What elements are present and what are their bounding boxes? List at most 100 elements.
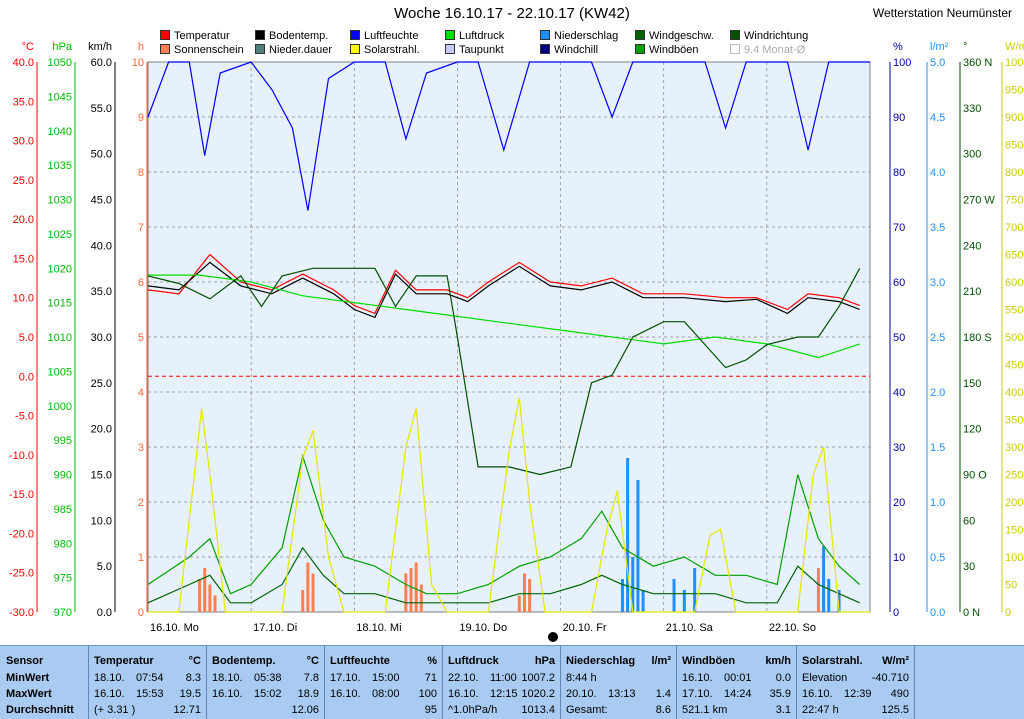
stats-time: 12:15 bbox=[490, 688, 518, 700]
stats-column: Solarstrahl. W/m² Elevation -40.710 16.10. 12… bbox=[796, 646, 915, 719]
tick-label: 5.0 bbox=[19, 332, 34, 344]
tick-label: 55.0 bbox=[91, 103, 112, 115]
x-tick-label: 20.10. Fr bbox=[563, 622, 607, 634]
tick-label: 990 bbox=[54, 470, 72, 482]
stats-date: Gesamt: bbox=[566, 704, 608, 716]
stats-row: ^1.0hPa/h 1013.4 bbox=[448, 703, 555, 718]
stats-row: 17.10. 15:00 71 bbox=[330, 671, 437, 686]
legend-swatch bbox=[730, 30, 740, 40]
stats-time: 15:53 bbox=[136, 688, 164, 700]
tick-label: 150 bbox=[1005, 525, 1023, 537]
legend-label: 9.4 Monat-Ø bbox=[744, 44, 806, 56]
tick-label: 100 bbox=[1005, 552, 1023, 564]
stats-date: Elevation bbox=[802, 672, 848, 684]
legend-label: Windgeschw. bbox=[649, 30, 714, 42]
x-tick-label: 21.10. Sa bbox=[666, 622, 714, 634]
stats-time: 12:39 bbox=[844, 688, 872, 700]
tick-label: 10.0 bbox=[13, 293, 34, 305]
stats-header-unit: hPa bbox=[534, 655, 555, 667]
tick-label: 4.0 bbox=[930, 167, 945, 179]
stats-row: 16.10. 08:00 100 bbox=[330, 687, 437, 702]
legend-swatch bbox=[350, 44, 360, 54]
tick-label: 500 bbox=[1005, 332, 1023, 344]
tick-label: 180 S bbox=[963, 332, 992, 344]
tick-label: 800 bbox=[1005, 167, 1023, 179]
rain-bar bbox=[626, 458, 630, 612]
stats-header: Sensor bbox=[6, 654, 83, 669]
legend-item: Sonnenschein bbox=[160, 44, 244, 57]
stats-header: Niederschlag l/m² bbox=[566, 654, 671, 669]
tick-label: 30.0 bbox=[91, 332, 112, 344]
stats-header-title: Luftfeuchte bbox=[330, 655, 390, 667]
stats-row: 16.10. 12:39 490 bbox=[802, 687, 909, 702]
stats-value: 100 bbox=[418, 688, 437, 700]
tick-label: 995 bbox=[54, 435, 72, 447]
tick-label: 400 bbox=[1005, 387, 1023, 399]
stats-time: 00:01 bbox=[724, 672, 752, 684]
sunshine-bar bbox=[203, 568, 207, 612]
stats-row: 16.10. 15:53 19.5 bbox=[94, 687, 201, 702]
chart-svg: 40.035.030.025.020.015.010.05.00.0-5.0-1… bbox=[9, 41, 1024, 642]
stats-header-title: Niederschlag bbox=[566, 655, 636, 667]
tick-label: 0 bbox=[893, 607, 899, 619]
stats-date: 16.10. bbox=[330, 688, 361, 700]
tick-label: 0.0 bbox=[930, 607, 945, 619]
stats-row: (+ 3.31 ) 12.71 bbox=[94, 703, 201, 718]
tick-label: 550 bbox=[1005, 305, 1023, 317]
tick-label: 90 O bbox=[963, 470, 987, 482]
stats-date: 16.10. bbox=[802, 688, 833, 700]
tick-label: 330 bbox=[963, 103, 981, 115]
tick-label: 4 bbox=[138, 387, 144, 399]
tick-label: 9 bbox=[138, 112, 144, 124]
tick-label: 600 bbox=[1005, 277, 1023, 289]
rain-bar bbox=[636, 480, 640, 612]
legend-swatch bbox=[635, 44, 645, 54]
legend-item: Windchill bbox=[540, 44, 598, 57]
stats-time: 08:00 bbox=[372, 688, 400, 700]
stats-value: 8.3 bbox=[185, 672, 201, 684]
stats-date: 16.10. bbox=[212, 688, 243, 700]
rain-bar bbox=[682, 590, 686, 612]
tick-label: 10.0 bbox=[91, 515, 112, 527]
axis-unit-label: ° bbox=[963, 41, 967, 53]
x-tick-label: 16.10. Mo bbox=[150, 622, 199, 634]
stats-time: 11:00 bbox=[490, 672, 517, 684]
tick-label: 1010 bbox=[48, 332, 72, 344]
stats-value: 0.0 bbox=[775, 672, 791, 684]
tick-label: 20 bbox=[893, 497, 905, 509]
stats-row: 22.10. 11:00 1007.2 bbox=[448, 671, 555, 686]
rain-bar bbox=[822, 546, 826, 612]
legend-label: Sonnenschein bbox=[174, 44, 244, 56]
legend-swatch bbox=[540, 44, 550, 54]
sunshine-bar bbox=[816, 568, 820, 612]
legend-label: Windrichtung bbox=[744, 30, 809, 42]
tick-label: 850 bbox=[1005, 140, 1023, 152]
tick-label: 60.0 bbox=[91, 57, 112, 69]
legend-item: Nieder.dauer bbox=[255, 44, 332, 57]
tick-label: 7 bbox=[138, 222, 144, 234]
rain-bar bbox=[837, 590, 841, 612]
legend-item: Windgeschw. bbox=[635, 30, 714, 43]
stats-header-title: Sensor bbox=[6, 655, 44, 667]
tick-label: 4.5 bbox=[930, 112, 945, 124]
tick-label: 6 bbox=[138, 277, 144, 289]
axis-unit-label: l/m² bbox=[930, 41, 949, 53]
stats-row: 12.06 bbox=[212, 703, 319, 718]
tick-label: 30.0 bbox=[13, 136, 34, 148]
legend-item: Temperatur bbox=[160, 30, 230, 43]
chart-legend: Temperatur Bodentemp. Luftfeuchte Luftdruck… bbox=[160, 30, 880, 60]
stats-date: 18.10. bbox=[212, 672, 243, 684]
legend-item: Taupunkt bbox=[445, 44, 504, 57]
stats-column: Temperatur °C 18.10. 07:54 8.3 16.10. 15:53 19.… bbox=[88, 646, 207, 719]
stats-time: 13:13 bbox=[608, 688, 636, 700]
stats-header-unit: W/m² bbox=[882, 655, 909, 667]
legend-item: Luftdruck bbox=[445, 30, 504, 43]
stats-date: 17.10. bbox=[682, 688, 713, 700]
stats-header: Bodentemp. °C bbox=[212, 654, 319, 669]
tick-label: 0 bbox=[138, 607, 144, 619]
stats-header: Windböen km/h bbox=[682, 654, 791, 669]
legend-label: Luftfeuchte bbox=[364, 30, 419, 42]
stats-value: -40.710 bbox=[871, 672, 909, 684]
tick-label: 5 bbox=[138, 332, 144, 344]
stats-row: 18.10. 07:54 8.3 bbox=[94, 671, 201, 686]
